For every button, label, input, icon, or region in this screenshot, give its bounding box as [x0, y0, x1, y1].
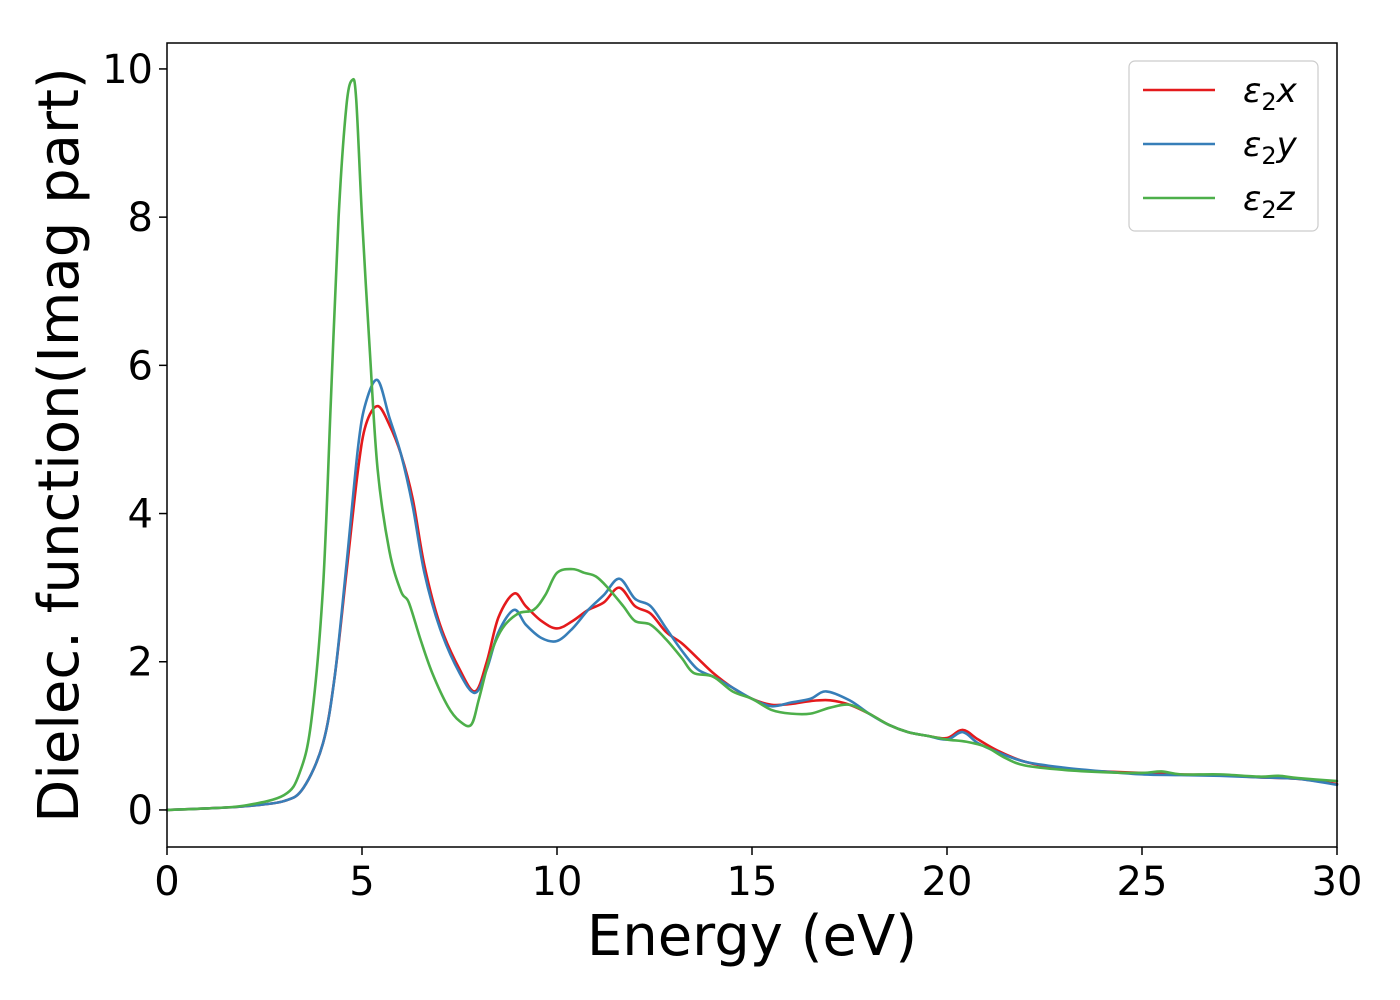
x-tick-label: 30	[1312, 859, 1363, 905]
x-tick-label: 10	[532, 859, 583, 905]
legend-label-symbol: ε	[1243, 179, 1261, 219]
legend-label-component: x	[1276, 71, 1298, 111]
legend-label-subscript: 2	[1261, 88, 1276, 116]
legend-label-component: z	[1276, 179, 1296, 219]
y-axis-title: Dielec. function(Imag part)	[27, 67, 92, 823]
legend-label-symbol: ε	[1243, 71, 1261, 111]
series-line-z	[165, 77, 1339, 812]
legend-label-subscript: 2	[1261, 142, 1276, 170]
x-tick-label: 5	[349, 859, 374, 905]
legend-label-y: ε2y	[1243, 125, 1298, 170]
y-tick-label: 10	[102, 47, 153, 93]
x-tick-label: 15	[727, 859, 778, 905]
y-axis: 0 2 4 6 8 10	[102, 47, 167, 834]
x-axis-title: Energy (eV)	[587, 904, 917, 969]
y-tick-label: 2	[128, 640, 153, 686]
legend-label-symbol: ε	[1243, 125, 1261, 165]
x-tick-label: 20	[922, 859, 973, 905]
y-tick-label: 0	[128, 788, 153, 834]
series-line-x	[165, 404, 1339, 812]
x-tick-label: 25	[1117, 859, 1168, 905]
legend-label-z: ε2z	[1243, 179, 1296, 224]
legend-frame	[1128, 60, 1319, 232]
y-tick-label: 6	[128, 343, 153, 389]
x-tick-label: 0	[154, 859, 179, 905]
legend-label-subscript: 2	[1261, 196, 1276, 224]
y-tick-label: 8	[128, 195, 153, 241]
y-tick-label: 4	[128, 492, 153, 538]
legend-label-x: ε2x	[1243, 71, 1298, 116]
lines-layer	[165, 77, 1339, 812]
x-axis: 0 5 10 15 20 25 30	[154, 847, 1362, 905]
legend-label-component: y	[1276, 125, 1298, 165]
